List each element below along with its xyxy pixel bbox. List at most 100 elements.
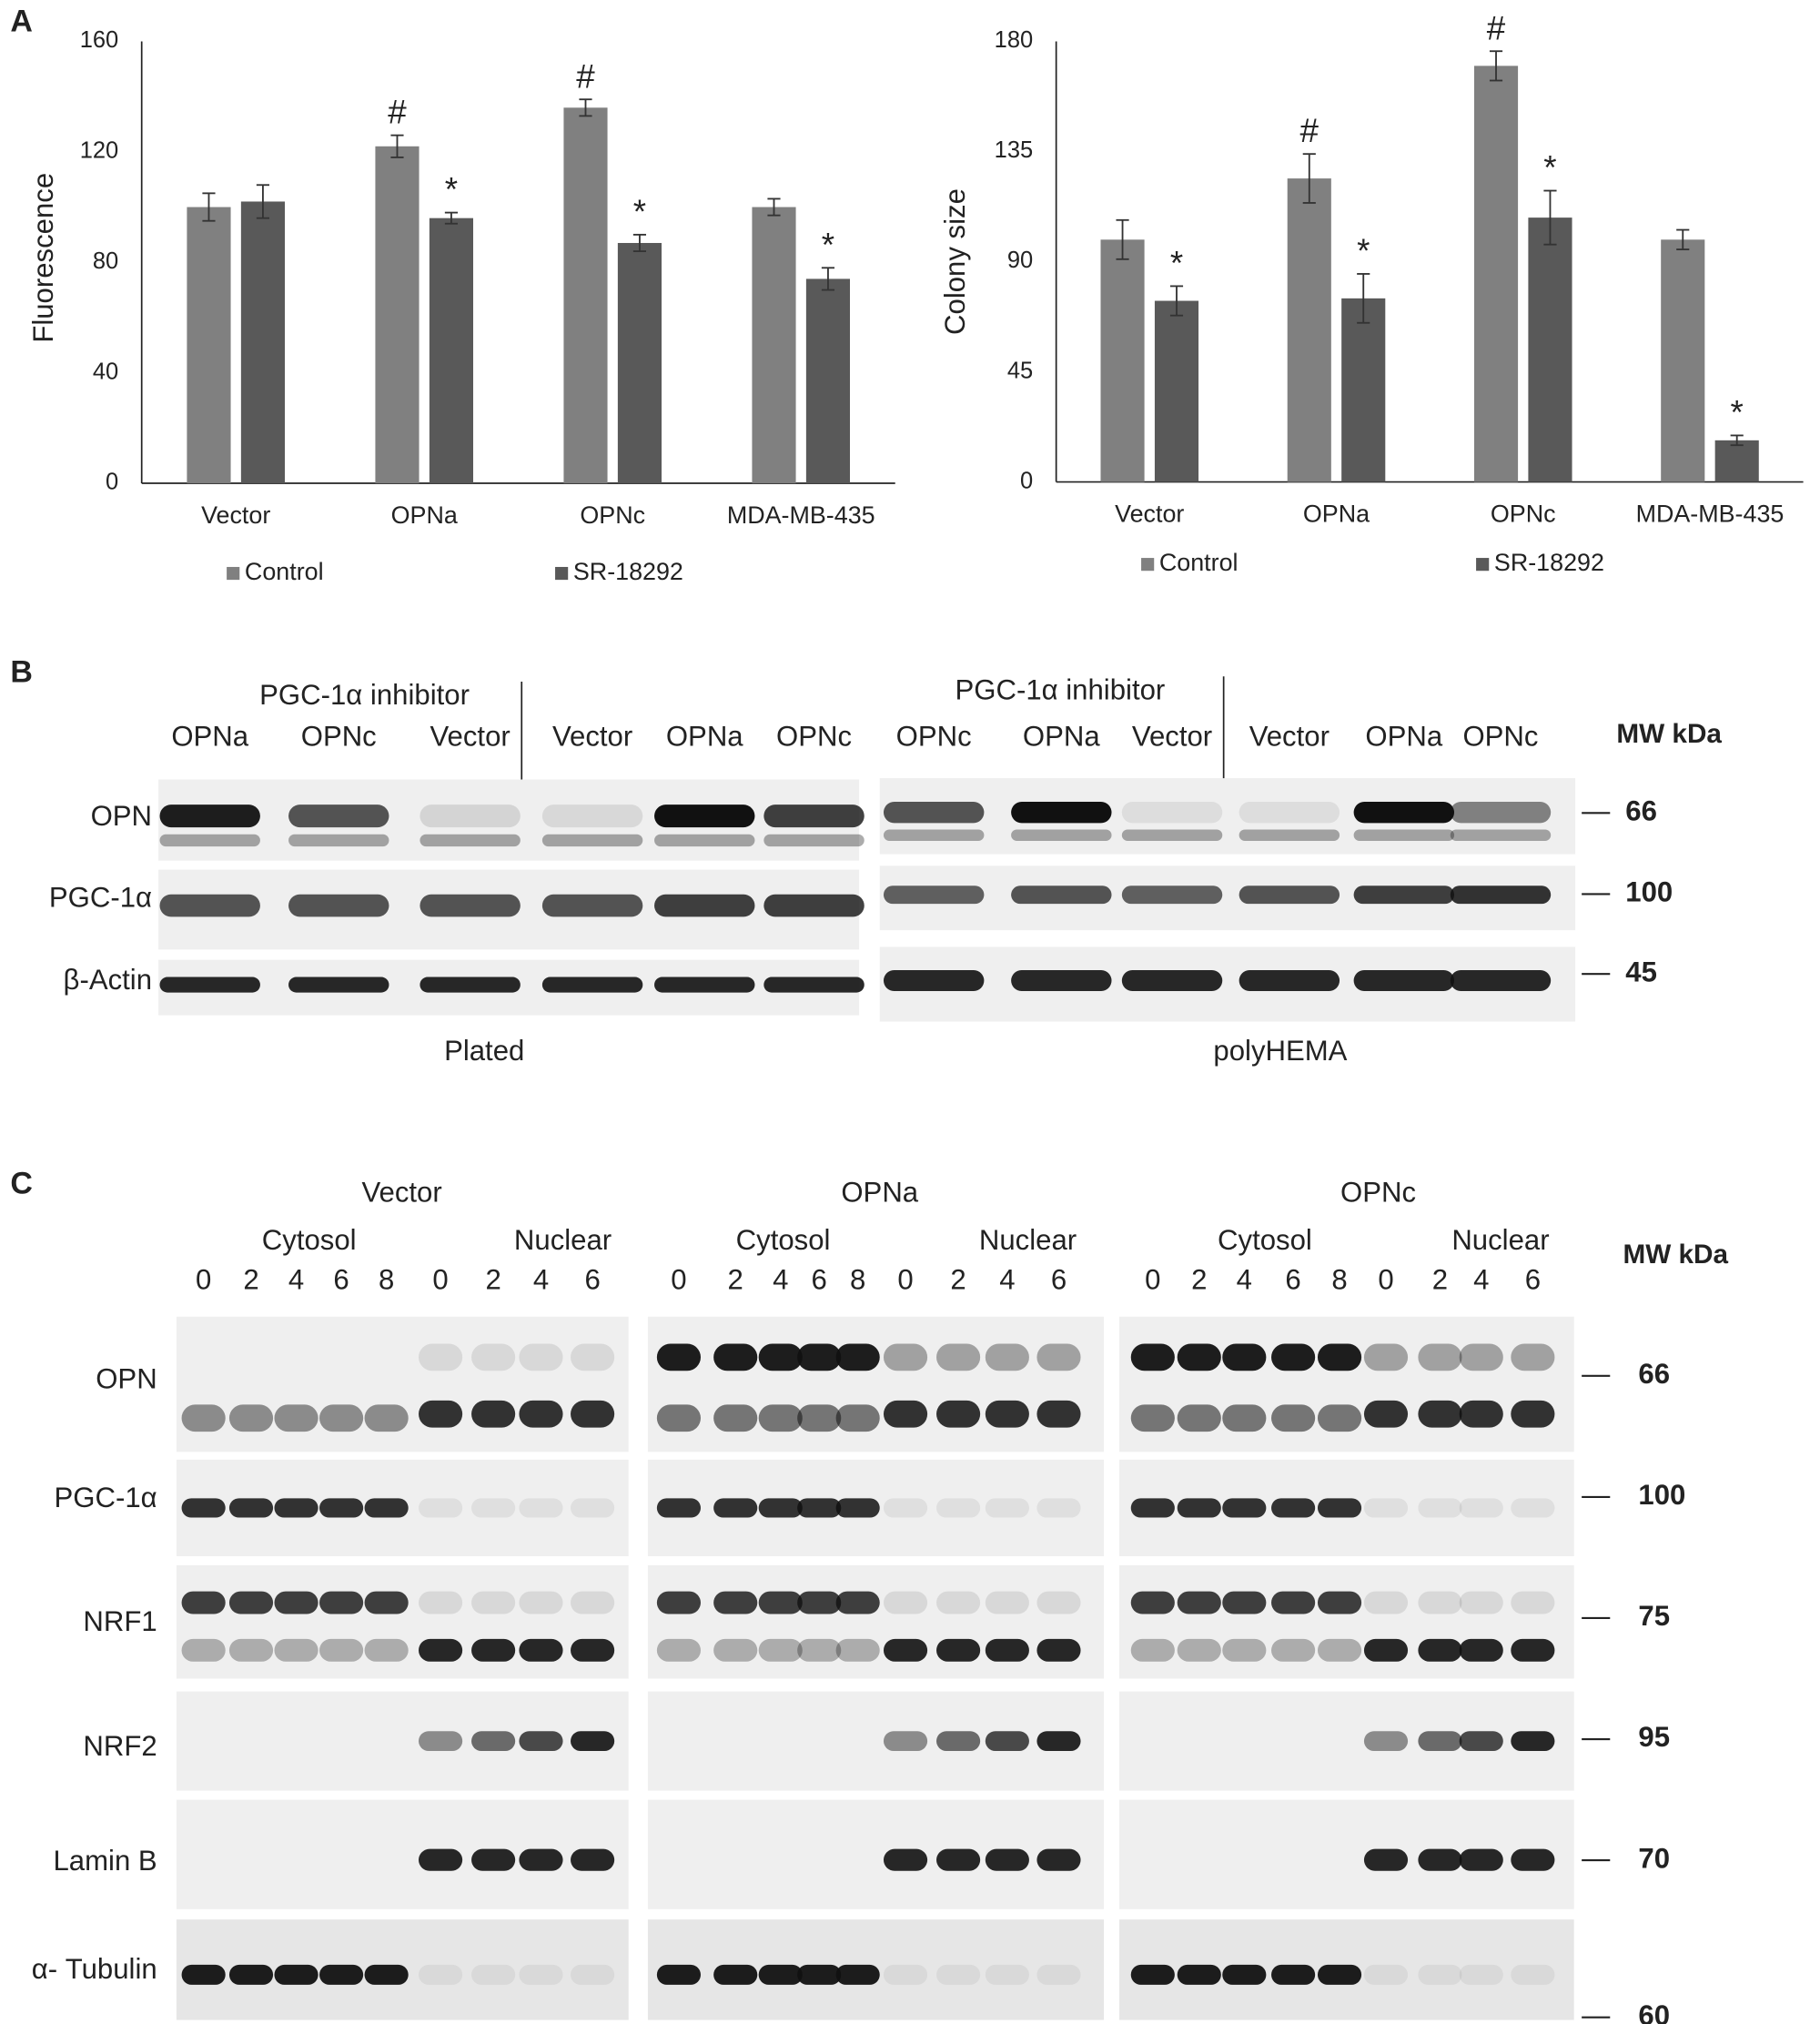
blot-band [883, 1498, 928, 1518]
x-tick-label: OPNa [1303, 500, 1370, 527]
blot-band [758, 1498, 803, 1518]
blot-band [1418, 1343, 1462, 1371]
blot-band [654, 834, 755, 847]
legend-label: Control [245, 558, 324, 585]
error-bar [1357, 273, 1370, 324]
blot-band [364, 1638, 409, 1662]
blot-band [571, 1638, 615, 1662]
blot-band [274, 1404, 318, 1432]
blot-band [936, 1343, 981, 1371]
blot-band [883, 1591, 928, 1614]
lane-label: Vector [430, 720, 511, 752]
blot-band [288, 805, 389, 828]
blot-band [319, 1638, 364, 1662]
bar [1528, 218, 1572, 482]
blot-band [519, 1848, 563, 1871]
lane-label: Vector [552, 720, 632, 752]
blot-band [1271, 1343, 1316, 1371]
blot-band [1511, 1638, 1555, 1662]
blot-band [883, 969, 985, 991]
blot-band [1036, 1848, 1081, 1871]
blot-band [1317, 1591, 1362, 1614]
blot-band [419, 1591, 463, 1614]
blot-band [1511, 1848, 1555, 1871]
group-title: OPNc [1340, 1177, 1416, 1209]
legend-swatch [227, 566, 240, 581]
bar [1341, 298, 1386, 482]
group-title: Vector [361, 1177, 441, 1209]
blot-band [763, 894, 864, 917]
fraction-label: Cytosol [262, 1224, 357, 1256]
blot-band [758, 1638, 803, 1662]
blot-band [656, 1498, 701, 1518]
lane-label: 4 [1237, 1264, 1252, 1296]
blot-band [883, 1343, 928, 1371]
blot-band [883, 829, 985, 841]
blot-band [797, 1498, 842, 1518]
lane-label: 0 [196, 1264, 211, 1296]
blot-band [1130, 1343, 1175, 1371]
blot-band [883, 1731, 928, 1752]
blot-band [1177, 1343, 1221, 1371]
error-bar [1169, 285, 1184, 317]
blot-band [985, 1848, 1029, 1871]
blot-band [1036, 1591, 1081, 1614]
legend-label: SR-18292 [1494, 549, 1604, 576]
lane-label: OPNa [1365, 720, 1442, 752]
blot-band [541, 834, 643, 847]
blot-band [936, 1400, 981, 1428]
bar [375, 146, 420, 483]
blot-band [1177, 1638, 1221, 1662]
blot-band [1011, 886, 1112, 905]
y-tick-label: 40 [93, 359, 118, 384]
blot-band [1363, 1591, 1409, 1614]
annotation: # [576, 57, 595, 95]
lane-label: 6 [584, 1264, 600, 1296]
lane-label: 4 [533, 1264, 549, 1296]
blot-band [159, 977, 260, 993]
lane-label: 2 [950, 1264, 966, 1296]
blot-band [1036, 1498, 1081, 1518]
blot-band [1177, 1498, 1221, 1518]
blot-band [656, 1638, 701, 1662]
blot-strip [647, 1564, 1105, 1679]
blot-band [471, 1964, 516, 1985]
blot-band [1418, 1498, 1462, 1518]
blot-band [471, 1498, 516, 1518]
blot-band [1353, 829, 1455, 841]
bar [1473, 66, 1519, 482]
blot-band [1317, 1498, 1362, 1518]
row-label: Lamin B [53, 1845, 157, 1877]
blot-band [1271, 1638, 1316, 1662]
blot-band [364, 1591, 409, 1614]
bar [1154, 300, 1199, 482]
blot-band [797, 1404, 842, 1432]
fraction-label: Nuclear [1451, 1224, 1549, 1256]
blot-band [274, 1498, 318, 1518]
blot-band [519, 1638, 563, 1662]
blot-band [159, 894, 260, 917]
lane-label: 0 [432, 1264, 448, 1296]
error-bar [202, 192, 216, 222]
blot-band [1363, 1638, 1409, 1662]
blot-band [1317, 1343, 1362, 1371]
lane-label: 4 [999, 1264, 1015, 1296]
blot-band [419, 1638, 463, 1662]
blot-band [571, 1400, 615, 1428]
blot-band [471, 1638, 516, 1662]
mw-label: 100 [1625, 876, 1673, 908]
blot-band [1222, 1638, 1267, 1662]
lane-label: 2 [243, 1264, 258, 1296]
x-tick-label: MDA-MB-435 [727, 501, 875, 529]
panel-label: A [10, 5, 33, 39]
error-bar [1543, 189, 1557, 246]
error-bar [444, 211, 459, 225]
lane-label: 4 [773, 1264, 788, 1296]
bar [752, 207, 796, 483]
inhibitor-label: PGC-1α inhibitor [956, 673, 1166, 705]
blot-band [519, 1731, 563, 1752]
blot-band [274, 1591, 318, 1614]
row-label: β-Actin [64, 964, 152, 996]
blot-band [1418, 1848, 1462, 1871]
